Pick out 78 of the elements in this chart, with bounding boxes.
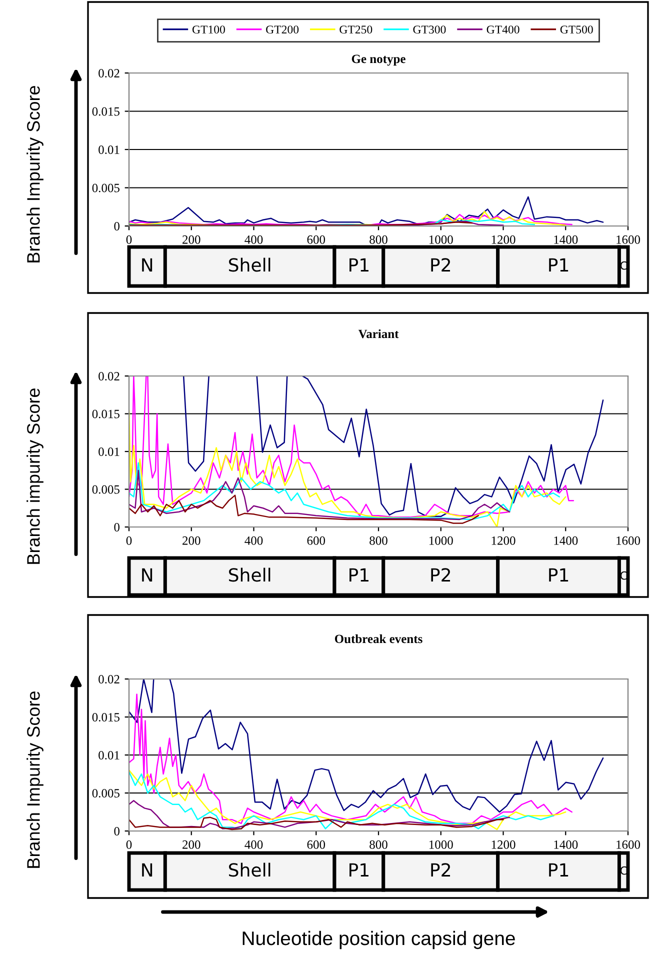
y-tick-label: 0 (114, 523, 120, 532)
y-tick-label: 0.01 (98, 146, 120, 154)
text: P1 (549, 258, 568, 272)
text: P2 (431, 863, 450, 876)
y-tick-label: 0.015 (92, 713, 120, 722)
line-series (129, 694, 572, 824)
text: P2 (431, 258, 450, 272)
x-tick-label: 1200 (492, 536, 516, 545)
y-tick-label: 0.01 (98, 751, 120, 760)
text: P1 (350, 258, 368, 272)
x-axis-title: Nucleotide position capsid gene (242, 930, 515, 950)
line-series (129, 470, 510, 520)
y-axis-title: Branch Impurity Score (26, 86, 44, 262)
y-tick-label: 0.02 (98, 675, 120, 684)
y-axis-title: Branch impurity Score (26, 388, 44, 564)
text: N (142, 863, 152, 876)
x-tick-label: 800 (370, 840, 388, 849)
line-series (129, 462, 560, 520)
x-tick-label: 200 (182, 536, 200, 545)
chart-title: Ge notype (352, 54, 406, 66)
legend-label: GT500 (560, 26, 593, 34)
text: N (142, 568, 152, 582)
text: Shell (229, 258, 270, 272)
x-tick-label: 1000 (429, 536, 453, 545)
legend-label: GT250 (340, 26, 372, 34)
x-tick-label: 0 (126, 536, 132, 545)
text: P2 (431, 568, 450, 582)
x-tick-label: 600 (307, 536, 326, 545)
text: N (142, 258, 152, 272)
legend-label: GT100 (192, 26, 225, 34)
x-tick-label: 1400 (554, 840, 578, 849)
y-tick-label: 0.005 (92, 485, 120, 494)
x-tick-label: 0 (126, 235, 132, 244)
y-axis-title: Branch Impurity Score (26, 691, 44, 868)
y-tick-label: 0.005 (92, 184, 120, 192)
x-tick-label: 1000 (429, 235, 453, 244)
x-tick-label: 400 (244, 840, 263, 849)
y-tick-label: 0.015 (92, 107, 120, 116)
x-tick-label: 200 (182, 235, 200, 244)
line-series (129, 494, 479, 524)
text: P1 (350, 568, 368, 582)
x-tick-label: 1400 (554, 235, 578, 244)
legend-label: GT400 (486, 26, 520, 34)
x-tick-label: 200 (182, 840, 200, 849)
x-tick-label: 600 (307, 235, 326, 244)
x-tick-label: 600 (307, 840, 326, 849)
line-series (129, 376, 574, 518)
y-tick-label: 0.02 (98, 69, 120, 78)
legend-label: GT300 (413, 26, 446, 34)
y-tick-label: 0.01 (98, 448, 120, 456)
line-series (129, 816, 504, 830)
legend-label: GT200 (266, 26, 299, 34)
x-tick-label: 1000 (429, 840, 453, 849)
x-tick-label: 0 (126, 840, 132, 849)
x-tick-label: 1200 (492, 840, 516, 849)
y-tick-label: 0.005 (92, 789, 120, 798)
x-tick-label: 1200 (492, 235, 516, 244)
chart-title: Variant (358, 329, 399, 338)
line-series (129, 800, 510, 830)
x-tick-label: 1600 (616, 536, 640, 545)
text: P1 (549, 863, 568, 876)
text: P1 (350, 863, 368, 876)
x-tick-label: 1600 (616, 235, 640, 244)
x-tick-label: 1600 (616, 840, 640, 849)
x-tick-label: 800 (370, 235, 388, 244)
chart-title: Outbreak events (334, 634, 422, 644)
y-tick-label: 0.02 (98, 372, 120, 381)
y-tick-label: 0 (114, 827, 120, 836)
text: Shell (229, 568, 270, 582)
x-tick-label: 800 (370, 536, 388, 545)
x-tick-label: 1400 (554, 536, 578, 545)
text: P1 (549, 568, 568, 582)
y-tick-label: 0 (114, 222, 120, 230)
x-tick-label: 400 (244, 235, 263, 244)
x-tick-label: 400 (244, 536, 263, 545)
y-tick-label: 0.015 (92, 410, 120, 418)
text: Shell (229, 862, 270, 877)
line-series (129, 196, 604, 226)
